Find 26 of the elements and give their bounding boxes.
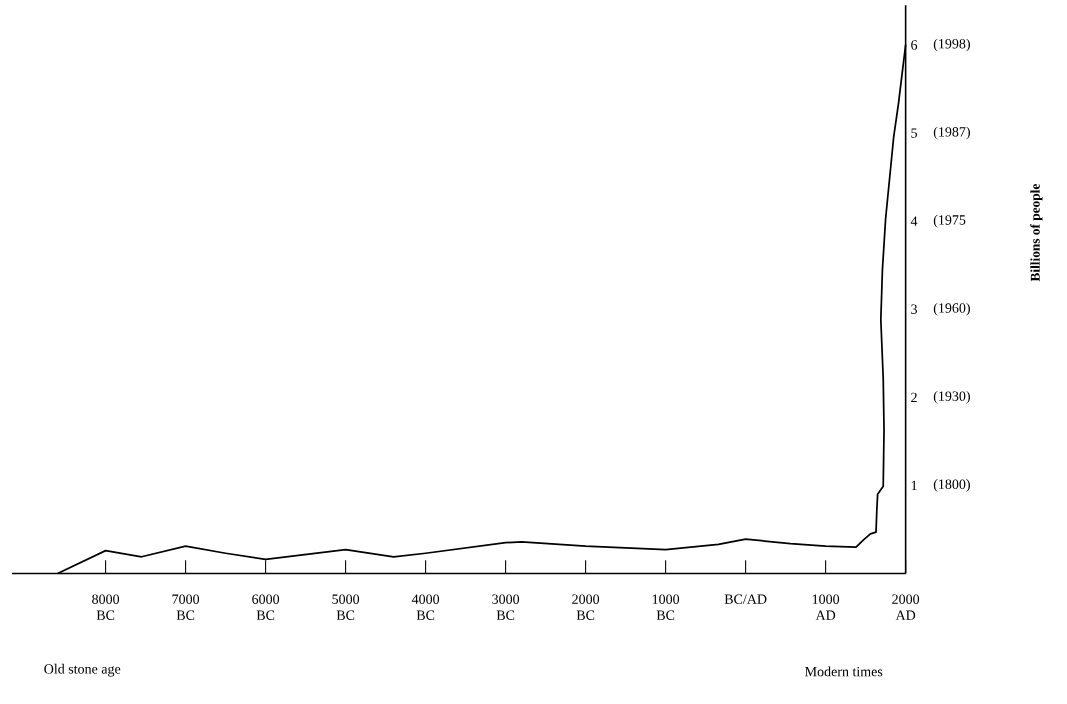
text: (1998) bbox=[933, 38, 970, 52]
x-tick-label: BC/AD bbox=[724, 594, 767, 604]
x-tick-label: 5000 BC bbox=[332, 594, 360, 620]
text: (1960) bbox=[933, 302, 970, 316]
y-tick-label: 4 bbox=[910, 216, 918, 226]
y-tick-label: 6 bbox=[911, 40, 918, 50]
text: (1800) bbox=[933, 478, 970, 492]
y-tick-label: 5 bbox=[911, 128, 918, 138]
x-tick-label: 2000 AD bbox=[892, 594, 920, 620]
x-tick-label: 3000 BC bbox=[492, 594, 520, 620]
x-tick-label: 8000 BC bbox=[92, 594, 120, 620]
text: (1987) bbox=[933, 126, 970, 140]
text: (1975 bbox=[933, 214, 966, 228]
x-tick-label: 2000 BC bbox=[572, 594, 600, 620]
text: Billions of people bbox=[1030, 183, 1043, 282]
x-tick-label: 6000 BC bbox=[252, 594, 280, 620]
y-tick-label: 1 bbox=[911, 480, 917, 490]
y-tick-label: 2 bbox=[911, 392, 917, 402]
y-tick-label: 3 bbox=[911, 304, 918, 314]
x-tick-label: 7000 BC bbox=[172, 594, 200, 620]
x-tick-label: 1000 BC bbox=[652, 594, 680, 620]
text: (1930) bbox=[933, 390, 970, 404]
text: Old stone age bbox=[44, 663, 121, 677]
x-tick-label: 1000 AD bbox=[812, 594, 840, 620]
text: Modern times bbox=[805, 666, 883, 677]
x-tick-label: 4000 BC bbox=[411, 594, 440, 620]
